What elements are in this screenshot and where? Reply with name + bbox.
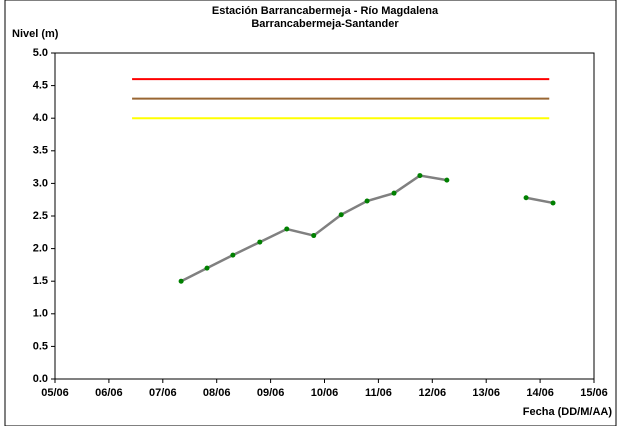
x-tick-label: 09/06: [257, 387, 285, 399]
data-point: [178, 278, 184, 284]
y-tick-label: 2.0: [33, 243, 48, 255]
y-tick-label: 0.0: [33, 373, 48, 385]
data-point: [364, 198, 370, 204]
x-tick-label: 10/06: [311, 387, 339, 399]
y-tick-label: 4.5: [33, 80, 48, 92]
x-tick-label: 05/06: [41, 387, 69, 399]
data-point: [230, 252, 236, 258]
y-tick-label: 1.5: [33, 275, 48, 287]
x-tick-label: 06/06: [95, 387, 123, 399]
x-tick-label: 07/06: [149, 387, 177, 399]
x-tick-label: 08/06: [203, 387, 231, 399]
x-tick-label: 12/06: [419, 387, 447, 399]
x-tick-label: 13/06: [472, 387, 500, 399]
chart-title: Estación Barrancabermeja - Río Magdalena: [212, 5, 439, 17]
y-axis-label: Nivel (m): [12, 28, 59, 40]
data-point: [311, 233, 317, 239]
y-tick-label: 3.0: [33, 177, 48, 189]
data-point: [417, 173, 423, 179]
x-axis-label: Fecha (DD/M/AA): [523, 406, 613, 418]
data-point: [444, 177, 450, 183]
y-tick-label: 2.5: [33, 210, 48, 222]
y-tick-label: 4.0: [33, 112, 48, 124]
data-point: [204, 265, 210, 271]
data-point: [338, 212, 344, 218]
x-tick-label: 14/06: [526, 387, 554, 399]
data-point: [284, 226, 290, 232]
chart-subtitle: Barrancabermeja-Santander: [251, 18, 399, 30]
data-point: [391, 190, 397, 196]
data-point: [550, 200, 556, 206]
x-tick-label: 11/06: [365, 387, 392, 399]
chart-frame: [4, 0, 617, 426]
data-point: [257, 239, 263, 245]
data-point: [523, 195, 529, 201]
y-tick-label: 0.5: [33, 340, 48, 352]
x-tick-label: 15/06: [580, 387, 608, 399]
y-tick-label: 1.0: [33, 308, 48, 320]
y-tick-label: 3.5: [33, 145, 48, 157]
y-tick-label: 5.0: [33, 47, 48, 59]
